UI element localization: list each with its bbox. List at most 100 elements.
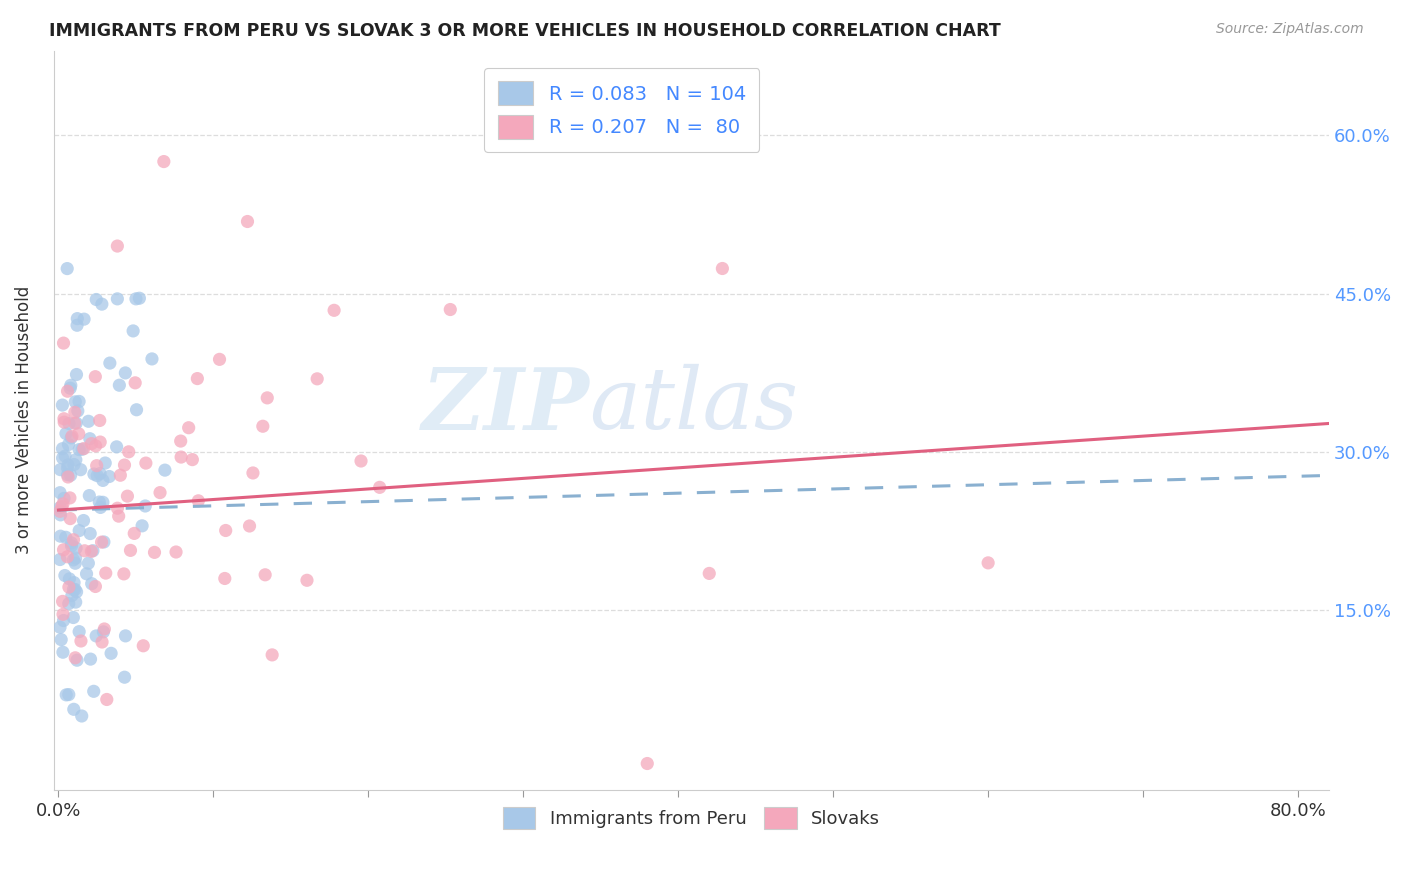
Slovaks — [165, 545, 187, 559]
Immigrants from Peru — [56, 461, 79, 475]
Immigrants from Peru — [60, 431, 83, 445]
Immigrants from Peru — [128, 291, 150, 305]
Legend: Immigrants from Peru, Slovaks: Immigrants from Peru, Slovaks — [495, 800, 887, 837]
Slovaks — [256, 391, 278, 405]
Immigrants from Peru — [79, 489, 101, 503]
Immigrants from Peru — [83, 684, 105, 698]
Y-axis label: 3 or more Vehicles in Household: 3 or more Vehicles in Household — [15, 286, 32, 555]
Slovaks — [711, 261, 734, 276]
Slovaks — [63, 405, 86, 419]
Immigrants from Peru — [67, 524, 90, 538]
Text: ZIP: ZIP — [422, 364, 589, 447]
Slovaks — [51, 500, 73, 514]
Slovaks — [59, 511, 82, 525]
Immigrants from Peru — [66, 311, 89, 326]
Immigrants from Peru — [62, 610, 84, 624]
Slovaks — [80, 544, 103, 558]
Slovaks — [91, 635, 114, 649]
Immigrants from Peru — [56, 261, 79, 276]
Immigrants from Peru — [76, 566, 98, 581]
Slovaks — [295, 574, 318, 588]
Immigrants from Peru — [59, 381, 82, 395]
Immigrants from Peru — [84, 629, 107, 643]
Immigrants from Peru — [65, 595, 87, 609]
Slovaks — [65, 650, 87, 665]
Immigrants from Peru — [55, 426, 77, 441]
Slovaks — [236, 214, 259, 228]
Immigrants from Peru — [69, 463, 91, 477]
Immigrants from Peru — [56, 467, 79, 482]
Immigrants from Peru — [86, 468, 108, 483]
Slovaks — [84, 439, 107, 453]
Slovaks — [135, 456, 157, 470]
Slovaks — [149, 485, 172, 500]
Immigrants from Peru — [55, 530, 77, 544]
Text: IMMIGRANTS FROM PERU VS SLOVAK 3 OR MORE VEHICLES IN HOUSEHOLD CORRELATION CHART: IMMIGRANTS FROM PERU VS SLOVAK 3 OR MORE… — [49, 22, 1001, 40]
Immigrants from Peru — [80, 576, 103, 591]
Slovaks — [242, 466, 264, 480]
Slovaks — [63, 416, 86, 430]
Slovaks — [697, 566, 720, 581]
Slovaks — [84, 579, 107, 593]
Slovaks — [58, 580, 80, 594]
Immigrants from Peru — [114, 366, 136, 380]
Immigrants from Peru — [58, 688, 80, 702]
Immigrants from Peru — [141, 351, 163, 366]
Slovaks — [89, 413, 111, 427]
Immigrants from Peru — [98, 469, 121, 483]
Slovaks — [56, 549, 79, 564]
Slovaks — [112, 566, 135, 581]
Immigrants from Peru — [131, 518, 153, 533]
Slovaks — [215, 524, 238, 538]
Immigrants from Peru — [66, 318, 89, 333]
Immigrants from Peru — [65, 551, 87, 566]
Immigrants from Peru — [60, 536, 83, 550]
Immigrants from Peru — [89, 500, 111, 515]
Immigrants from Peru — [65, 416, 87, 430]
Immigrants from Peru — [67, 394, 90, 409]
Slovaks — [52, 411, 75, 425]
Slovaks — [107, 509, 129, 524]
Immigrants from Peru — [67, 624, 90, 639]
Slovaks — [114, 458, 136, 472]
Slovaks — [110, 468, 132, 483]
Slovaks — [59, 491, 82, 505]
Immigrants from Peru — [62, 582, 84, 597]
Slovaks — [124, 376, 146, 390]
Immigrants from Peru — [49, 552, 72, 566]
Immigrants from Peru — [105, 292, 128, 306]
Immigrants from Peru — [89, 495, 111, 509]
Slovaks — [96, 692, 118, 706]
Slovaks — [977, 556, 1000, 570]
Slovaks — [181, 452, 204, 467]
Immigrants from Peru — [125, 292, 148, 306]
Immigrants from Peru — [49, 529, 72, 543]
Immigrants from Peru — [52, 451, 75, 466]
Slovaks — [89, 435, 111, 450]
Immigrants from Peru — [58, 437, 80, 451]
Slovaks — [350, 454, 373, 468]
Slovaks — [636, 756, 658, 771]
Text: atlas: atlas — [589, 364, 799, 447]
Immigrants from Peru — [60, 539, 83, 553]
Slovaks — [254, 567, 277, 582]
Immigrants from Peru — [93, 624, 115, 639]
Immigrants from Peru — [62, 702, 84, 716]
Slovaks — [56, 384, 79, 399]
Immigrants from Peru — [65, 584, 87, 599]
Immigrants from Peru — [63, 582, 86, 597]
Slovaks — [93, 622, 115, 636]
Slovaks — [132, 639, 155, 653]
Immigrants from Peru — [122, 324, 145, 338]
Immigrants from Peru — [82, 543, 104, 558]
Slovaks — [67, 426, 90, 441]
Slovaks — [186, 371, 208, 385]
Immigrants from Peru — [49, 508, 72, 522]
Immigrants from Peru — [77, 414, 100, 428]
Slovaks — [118, 445, 141, 459]
Immigrants from Peru — [63, 458, 86, 472]
Immigrants from Peru — [98, 356, 121, 370]
Immigrants from Peru — [60, 589, 83, 603]
Immigrants from Peru — [59, 468, 82, 483]
Slovaks — [49, 504, 72, 518]
